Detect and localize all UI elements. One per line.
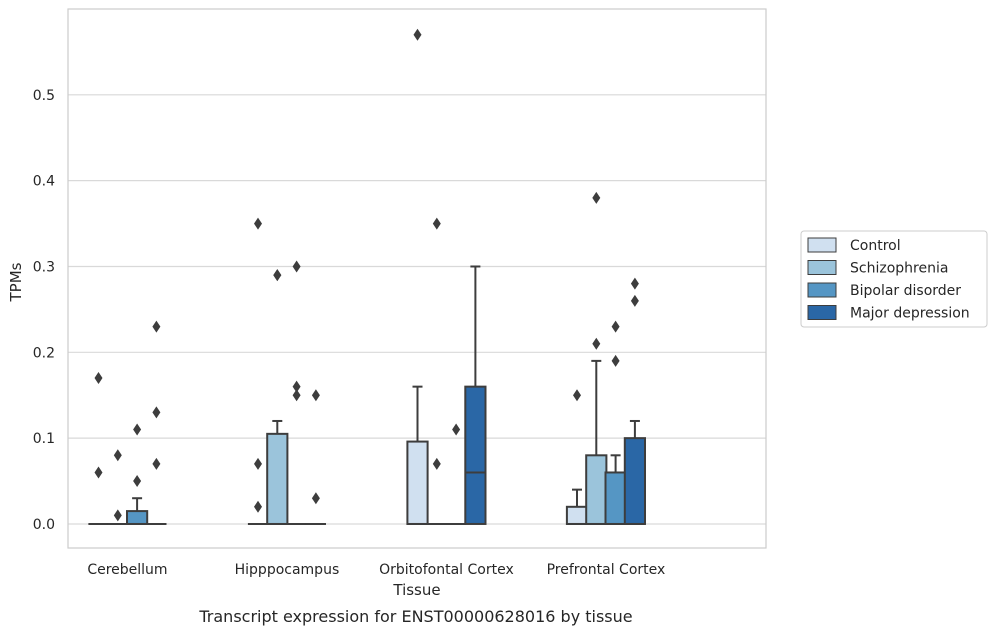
outlier-point xyxy=(254,500,262,513)
legend-entries: Control Schizophrenia Bipolar disorder Majo… xyxy=(807,237,970,322)
outlier-point xyxy=(592,337,601,350)
outlier-point xyxy=(133,423,142,436)
box xyxy=(305,389,326,525)
outlier-point xyxy=(152,457,161,470)
x-axis-title: Tissue xyxy=(392,581,440,599)
chart-caption: Transcript expression for ENST0000062801… xyxy=(198,607,632,626)
outlier-point xyxy=(432,217,441,230)
outlier-point xyxy=(113,509,122,522)
y-axis-title: TPMs xyxy=(7,262,25,302)
outlier-point xyxy=(254,457,262,470)
outlier-point xyxy=(94,466,103,479)
legend: Control Schizophrenia Bipolar disorder Majo… xyxy=(800,230,988,328)
y-tick-label: 0.3 xyxy=(33,259,55,275)
box xyxy=(126,423,149,525)
box xyxy=(464,265,487,525)
box-body xyxy=(266,432,289,525)
series-bipolar-disorder xyxy=(126,260,627,525)
legend-swatch xyxy=(807,237,837,253)
series-major-depression xyxy=(146,265,646,525)
outlier-point xyxy=(292,260,301,273)
box xyxy=(286,260,307,525)
box-body xyxy=(406,440,429,525)
series-schizophrenia xyxy=(107,191,608,525)
outlier-point xyxy=(311,492,320,505)
outlier-point xyxy=(311,389,320,402)
legend-entry: Major depression xyxy=(807,305,970,322)
plot-frame xyxy=(67,8,767,549)
outlier-point xyxy=(292,389,301,402)
box xyxy=(446,423,467,525)
legend-swatch xyxy=(807,260,837,275)
box-body xyxy=(464,385,487,525)
y-axis-ticks: 0.0 0.1 0.2 0.3 0.4 0.5 xyxy=(33,88,55,533)
box-body xyxy=(126,510,149,525)
legend-entry: Control xyxy=(807,237,901,254)
outlier-point xyxy=(254,217,262,230)
outlier-point xyxy=(113,449,122,462)
outlier-point xyxy=(611,320,620,333)
box-body xyxy=(604,471,627,525)
box xyxy=(565,389,589,525)
outlier-point xyxy=(573,389,581,402)
x-axis-ticks: Cerebellum Hipppocampus Orbitofontal Corte… xyxy=(87,562,665,578)
legend-label: Schizophrenia xyxy=(850,261,948,277)
outlier-point xyxy=(630,294,639,307)
box xyxy=(146,320,167,525)
box xyxy=(107,449,128,525)
outlier-point xyxy=(94,372,103,385)
x-tick-label: Hipppocampus xyxy=(235,562,340,578)
box xyxy=(623,277,646,525)
box xyxy=(247,217,269,525)
box xyxy=(426,217,447,525)
y-tick-label: 0.1 xyxy=(33,431,55,447)
y-tick-label: 0.2 xyxy=(33,345,55,361)
outlier-point xyxy=(133,475,142,488)
legend-swatch xyxy=(807,282,837,298)
box-body xyxy=(623,437,646,525)
box xyxy=(88,372,109,525)
outlier-point xyxy=(592,191,601,204)
box-body xyxy=(585,454,608,525)
legend-label: Major depression xyxy=(850,306,970,322)
legend-entry: Schizophrenia xyxy=(807,260,948,277)
outlier-point xyxy=(611,354,620,367)
box xyxy=(266,269,289,525)
box xyxy=(604,320,627,525)
legend-entry: Bipolar disorder xyxy=(807,282,961,299)
outlier-point xyxy=(152,406,161,419)
outlier-point xyxy=(292,380,301,393)
box-body xyxy=(565,505,589,525)
legend-frame xyxy=(800,230,988,328)
y-tick-label: 0.4 xyxy=(33,174,55,190)
outlier-point xyxy=(273,269,282,282)
x-tick-label: Prefrontal Cortex xyxy=(547,562,666,578)
outlier-point xyxy=(630,277,639,290)
box xyxy=(406,28,429,525)
outlier-point xyxy=(452,423,461,436)
box xyxy=(585,191,608,525)
y-tick-label: 0.5 xyxy=(33,88,55,104)
outlier-point xyxy=(432,457,441,470)
outlier-point xyxy=(413,28,422,41)
legend-label: Control xyxy=(850,238,901,254)
x-tick-label: Orbitofontal Cortex xyxy=(379,562,514,578)
x-tick-label: Cerebellum xyxy=(87,562,167,578)
box-series xyxy=(88,28,646,525)
y-tick-label: 0.0 xyxy=(33,517,55,533)
legend-swatch xyxy=(807,305,837,320)
outlier-point xyxy=(152,320,161,333)
series-control xyxy=(88,28,589,525)
grid-lines xyxy=(68,94,766,525)
legend-label: Bipolar disorder xyxy=(850,283,961,299)
